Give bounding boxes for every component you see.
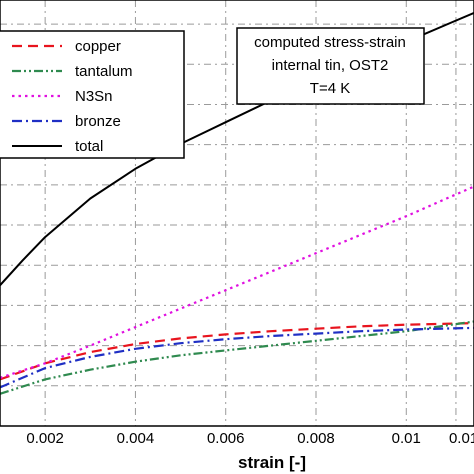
- x-tick-label: 0.008: [297, 430, 335, 447]
- legend-label-total: total: [75, 138, 103, 155]
- x-tick-label: 0.01: [392, 430, 421, 447]
- x-tick-label: 0.004: [117, 430, 155, 447]
- series-line-tantalum: [0, 320, 474, 395]
- legend-label-n3sn: N3Sn: [75, 88, 113, 105]
- series-line-bronze: [0, 326, 474, 389]
- plot-frame: [0, 0, 474, 427]
- x-tick-label: 0.002: [26, 430, 64, 447]
- legend: copper tantalum N3Sn bronze total: [0, 30, 185, 159]
- annotation-line-1: computed stress-strain: [254, 34, 406, 51]
- legend-label-copper: copper: [75, 38, 121, 55]
- legend-label-bronze: bronze: [75, 113, 121, 130]
- series-line-copper: [0, 322, 474, 381]
- annotation-frame: [236, 27, 425, 105]
- legend-box: [0, 30, 185, 159]
- legend-label-tantalum: tantalum: [75, 63, 133, 80]
- x-tick-label: 0.01: [449, 430, 474, 447]
- x-axis-title: strain [-]: [238, 453, 306, 472]
- annotation-line-2: internal tin, OST2: [272, 57, 389, 74]
- series-line-n3sn: [0, 185, 474, 379]
- annotation-line-3: T=4 K: [310, 80, 350, 97]
- x-tick-label: 0.006: [207, 430, 245, 447]
- annotation-box: computed stress-strain internal tin, OST…: [236, 27, 425, 105]
- x-tick-labels: 0.002 0.004 0.006 0.008 0.01 0.01: [26, 430, 474, 447]
